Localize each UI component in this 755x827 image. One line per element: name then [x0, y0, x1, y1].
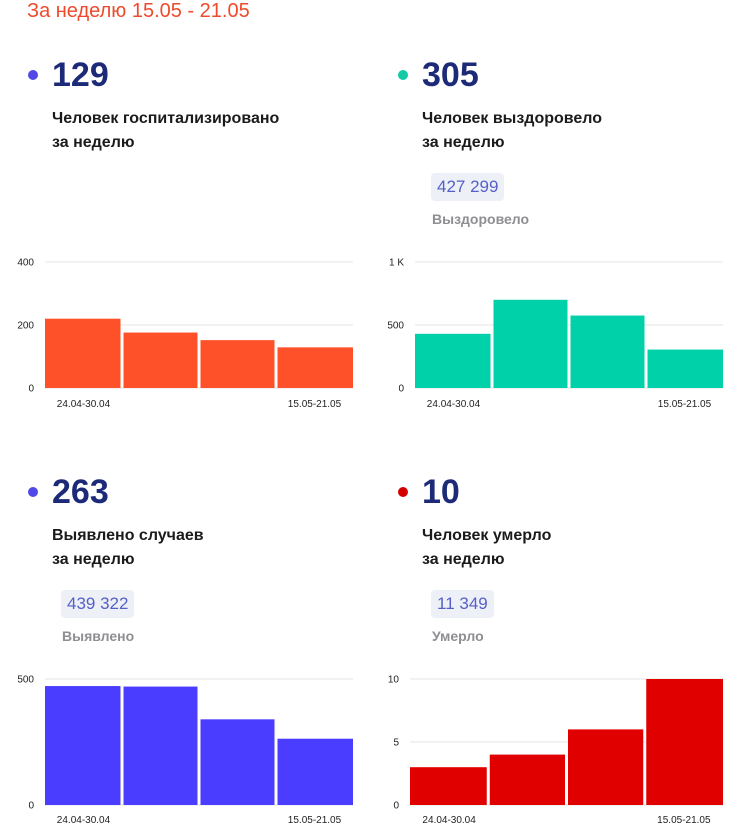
bar: [415, 333, 491, 388]
y-tick-label: 0: [393, 801, 399, 812]
y-tick-label: 500: [387, 321, 404, 332]
y-tick-label: 5: [393, 738, 399, 749]
bar-chart-deaths: 0 5 10 24.04-30.04 15.05-21.05: [388, 675, 723, 826]
stat-value: 305: [422, 56, 479, 94]
total-count-label: Выздоровело: [432, 211, 530, 227]
x-tick-label: 24.04-30.04: [57, 815, 111, 826]
bar: [123, 686, 198, 805]
stat-caption-line1: Человек госпитализировано: [52, 110, 280, 127]
y-tick-label: 10: [388, 675, 400, 686]
stat-caption-line2: за неделю: [422, 551, 505, 568]
bar: [45, 318, 121, 388]
period-header: За неделю 15.05 - 21.05: [27, 0, 250, 22]
y-tick-label: 0: [398, 384, 404, 395]
bar: [123, 332, 198, 388]
stat-caption-line2: за неделю: [422, 134, 505, 151]
x-tick-label: 15.05-21.05: [288, 399, 342, 410]
bar-chart-recovered: 0 500 1 K 24.04-30.04 15.05-21.05: [387, 258, 723, 410]
stat-caption-line2: за неделю: [52, 134, 135, 151]
stat-caption-line1: Человек умерло: [422, 527, 552, 544]
x-tick-label: 15.05-21.05: [288, 815, 342, 826]
bar: [410, 767, 487, 805]
y-tick-label: 1 K: [389, 258, 404, 269]
total-count-badge: 439 322: [61, 590, 135, 618]
bullet-dot-icon: [28, 70, 38, 80]
x-tick-label: 15.05-21.05: [657, 815, 711, 826]
bullet-dot-icon: [398, 70, 408, 80]
y-tick-label: 200: [17, 321, 34, 332]
total-count-label: Умерло: [432, 628, 484, 644]
total-count-badge: 11 349: [431, 590, 494, 618]
bar: [277, 347, 353, 388]
stat-caption-line1: Выявлено случаев: [52, 527, 204, 544]
bar: [493, 299, 568, 388]
y-tick-label: 500: [17, 675, 34, 686]
bullet-dot-icon: [28, 487, 38, 497]
bar: [568, 729, 644, 805]
stat-value: 263: [52, 473, 109, 511]
bar: [45, 686, 121, 805]
x-tick-label: 24.04-30.04: [57, 399, 111, 410]
total-count-badge: 427 299: [431, 173, 505, 201]
bar: [200, 340, 275, 388]
bar-chart-hospitalized: 0 200 400 24.04-30.04 15.05-21.05: [17, 258, 353, 410]
bar: [646, 679, 723, 805]
stat-value: 129: [52, 56, 109, 94]
bullet-dot-icon: [398, 487, 408, 497]
y-tick-label: 0: [28, 384, 34, 395]
x-tick-label: 24.04-30.04: [422, 815, 476, 826]
bar: [647, 349, 723, 388]
bar: [277, 738, 353, 805]
stat-caption-line1: Человек выздоровело: [422, 110, 603, 127]
y-tick-label: 400: [17, 258, 34, 269]
x-tick-label: 24.04-30.04: [427, 399, 481, 410]
x-tick-label: 15.05-21.05: [658, 399, 712, 410]
y-tick-label: 0: [28, 801, 34, 812]
stat-value: 10: [422, 473, 460, 511]
bar-chart-detected: 0 500 24.04-30.04 15.05-21.05: [17, 675, 353, 826]
stat-caption-line2: за неделю: [52, 551, 135, 568]
bar: [570, 315, 645, 388]
bar: [489, 754, 565, 805]
bar: [200, 719, 275, 805]
total-count-label: Выявлено: [62, 628, 135, 644]
